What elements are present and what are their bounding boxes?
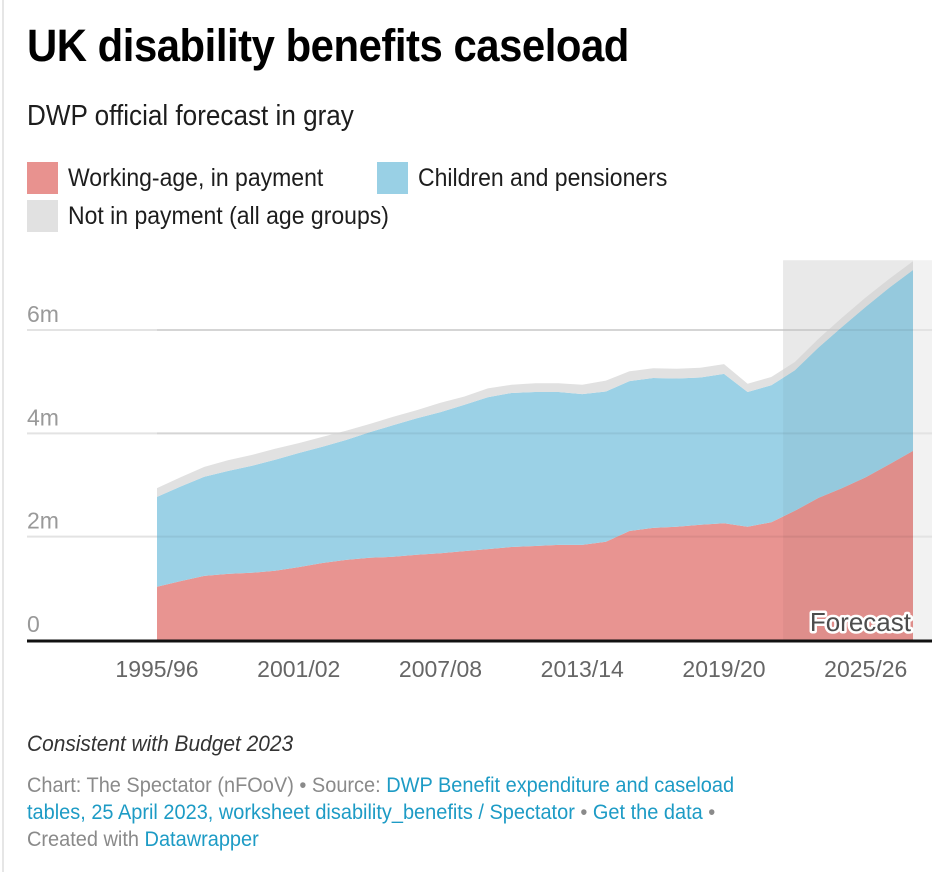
- x-tick-label: 2025/26: [824, 656, 907, 682]
- legend-swatch-children-pensioners: [377, 162, 408, 194]
- legend-label-children-pensioners: Children and pensioners: [418, 163, 668, 192]
- footer-separator: •: [574, 801, 593, 824]
- y-tick-label: 0: [27, 611, 40, 637]
- chart-credit: Chart: The Spectator (nFOoV) • Source:: [27, 774, 387, 797]
- x-tick-label: 2019/20: [682, 656, 765, 682]
- forecast-band-overlay: [783, 260, 913, 640]
- legend-item-children-pensioners: Children and pensioners: [377, 162, 689, 194]
- legend-swatch-not-in-payment: [27, 200, 58, 232]
- get-the-data-link[interactable]: Get the data: [592, 801, 703, 824]
- x-tick-label: 2013/14: [541, 656, 624, 682]
- chart-subtitle: DWP official forecast in gray: [27, 100, 354, 132]
- area-children-pensioners: [157, 270, 913, 587]
- legend-item-working-age: Working-age, in payment: [27, 162, 345, 194]
- forecast-label: Forecast: [810, 607, 912, 637]
- chart-title: UK disability benefits caseload: [27, 20, 629, 71]
- datawrapper-link[interactable]: Datawrapper: [144, 828, 259, 851]
- x-tick-label: 2001/02: [257, 656, 340, 682]
- x-tick-label: 1995/96: [115, 656, 198, 682]
- chart-footer: Chart: The Spectator (nFOoV) • Source: D…: [27, 772, 927, 853]
- y-tick-label: 6m: [27, 301, 59, 327]
- created-with-text: Created with: [27, 828, 145, 851]
- legend-swatch-working-age: [27, 162, 58, 194]
- footer-separator: •: [702, 801, 716, 824]
- source-link[interactable]: DWP Benefit expenditure and caseload: [386, 774, 735, 797]
- left-border: [2, 0, 4, 872]
- area-working-age: [157, 450, 913, 640]
- chart-note: Consistent with Budget 2023: [27, 731, 294, 756]
- legend-label-not-in-payment: Not in payment (all age groups): [68, 201, 389, 230]
- y-tick-label: 2m: [27, 508, 59, 534]
- area-not-in-payment: [157, 261, 913, 497]
- legend-item-not-in-payment: Not in payment (all age groups): [27, 200, 417, 232]
- chart-area: 0 2m 4m 6m 1995/96 2001/02 2007/08 2013/14 2019/…: [27, 260, 932, 682]
- y-tick-label: 4m: [27, 404, 59, 430]
- legend-label-working-age: Working-age, in payment: [68, 163, 324, 192]
- source-link-continued[interactable]: tables, 25 April 2023, worksheet disabil…: [27, 801, 575, 824]
- x-tick-label: 2007/08: [399, 656, 482, 682]
